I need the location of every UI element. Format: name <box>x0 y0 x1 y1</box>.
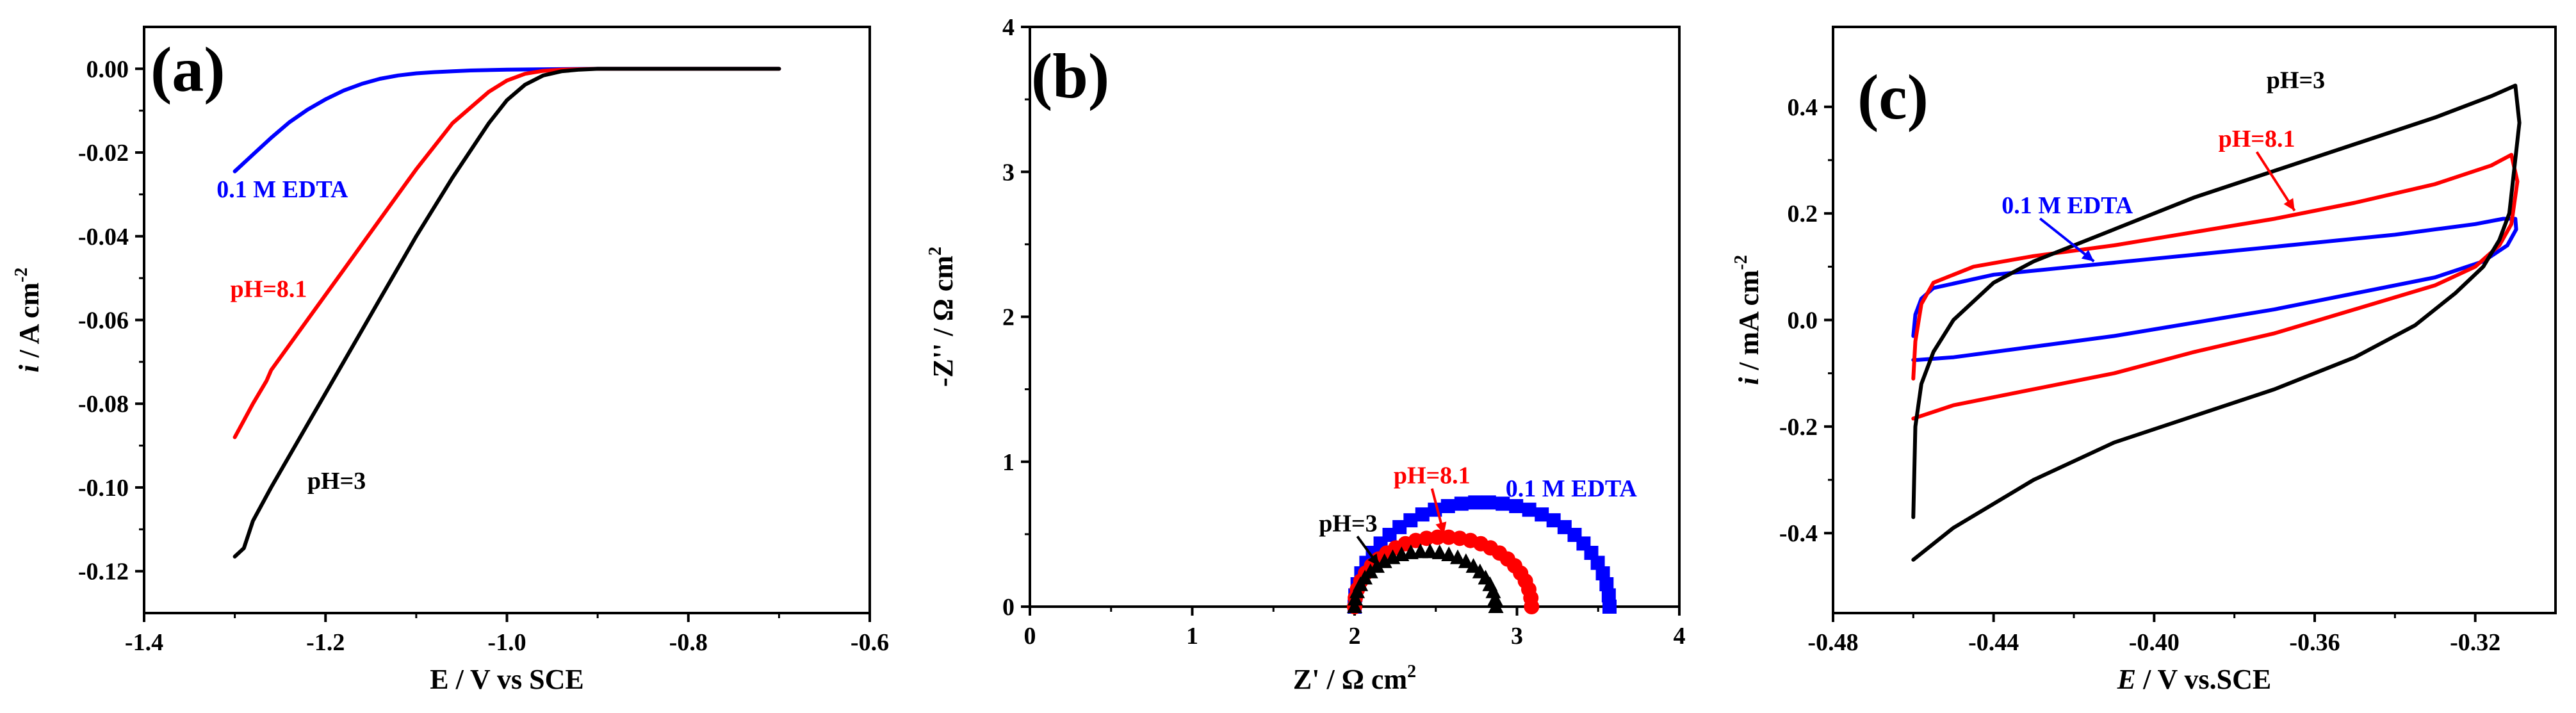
panel-b-ytick-label: 2 <box>1002 304 1015 331</box>
panel-b-series-ph-3-point <box>1412 543 1428 559</box>
panel-a-annotation-ph-8-1: pH=8.1 <box>231 276 307 303</box>
panel-b-series-ph-8-1-point <box>1419 530 1435 546</box>
panel-b-series-ph-3-point <box>1458 553 1474 568</box>
panel-b-series-ph-3-point <box>1450 549 1466 564</box>
panel-b-xtick-label: 3 <box>1511 623 1523 650</box>
panel-b-series-ph-3-point <box>1441 546 1457 561</box>
panel-c-annotation-ph-3: pH=3 <box>2267 67 2325 94</box>
panel-b-xtick-label: 0 <box>1024 623 1036 650</box>
panel-b-series-ph-8-1-point <box>1524 599 1540 614</box>
panel-b-series-0-1-m-edta-point <box>1496 496 1510 511</box>
panel-b-series-0-1-m-edta-point <box>1602 600 1617 614</box>
panel-b-series-0-1-m-edta-point <box>1415 507 1430 522</box>
panel-a-ytick-label: -0.08 <box>78 391 129 418</box>
panel-c: -0.48 -0.44 -0.40 -0.36 -0.32 -0.4 -0.2 0.0 0.2 0… <box>1731 26 2557 695</box>
panel-a-series-ph-3-line <box>232 67 781 559</box>
panel-a-ytick-label: -0.12 <box>78 559 129 586</box>
panel-c-ytick-label: 0.2 <box>1788 201 1818 227</box>
panel-b-series-0-1-m-edta-point <box>1509 499 1524 514</box>
panel-c-panel-label: (c) <box>1857 61 1928 133</box>
panel-c-xtick-label: -0.44 <box>1968 629 2019 656</box>
panel-a-panel-label: (a) <box>151 34 225 105</box>
panel-a-ytick-label: -0.02 <box>78 140 129 167</box>
panel-a-x-axis-label: E / V vs SCE <box>430 664 583 695</box>
panel-c-annotation-ph-8-1-arrow-line <box>2255 151 2296 212</box>
panel-b-series-0-1-m-edta-point <box>1535 507 1549 522</box>
panel-b-series-0-1-m-edta-point <box>1481 495 1496 510</box>
panel-b-series-0-1-m-edta-point <box>1595 566 1610 580</box>
panel-b-x-axis-label: Z' / Ω cm2 <box>1293 662 1416 695</box>
panel-b-annotation-ph-8-1-arrow-head <box>1435 521 1447 534</box>
panel-b-series-ph-3-point <box>1487 591 1503 606</box>
panel-b-annotation-ph-8-1: pH=8.1 <box>1394 463 1471 489</box>
panel-b-series-ph-3-point <box>1422 543 1438 559</box>
panel-b-series-0-1-m-edta-point <box>1546 513 1561 528</box>
panel-c-annotation-0-1-m-edta-arrow-head <box>2081 249 2094 261</box>
panel-b-panel-label: (b) <box>1031 40 1109 111</box>
panel-b-xtick-label: 4 <box>1674 623 1686 650</box>
panel-b-series-0-1-m-edta-point <box>1392 520 1407 534</box>
panel-c-y-axis-label: i / mA cm-2 <box>1731 255 1765 385</box>
panel-a-ytick-label: 0.00 <box>86 56 129 83</box>
panel-b-series-0-1-m-edta-point <box>1440 499 1455 514</box>
panel-c-ytick-label: 0.0 <box>1788 307 1818 334</box>
panel-a-xtick-label: -1.4 <box>125 629 163 656</box>
panel-a-xtick-label: -1.2 <box>306 629 345 656</box>
panel-a: -1.4 -1.2 -1.0 -0.8 -0.6 0.00 -0.02 -0.04 -0.06 -… <box>12 26 889 695</box>
panel-c-ytick-label: -0.2 <box>1779 414 1818 441</box>
panel-b-series-0-1-m-edta-point <box>1468 495 1483 510</box>
panel-c-annotation-ph-8-1-arrow-head <box>2283 198 2295 211</box>
panel-c-annotation-0-1-m-edta: 0.1 M EDTA <box>2001 192 2133 219</box>
panel-b-annotation-0-1-m-edta: 0.1 M EDTA <box>1506 475 1638 502</box>
panel-b: 0 1 2 3 4 0 1 2 3 4 Z' / Ω cm2 -Z'' / Ω cm2 (b) pH=8.… <box>925 14 1686 695</box>
panel-a-series-ph-8-1-line <box>232 67 781 439</box>
panel-c-ytick-label: 0.4 <box>1788 94 1818 121</box>
panel-b-ytick-label: 1 <box>1002 449 1015 476</box>
panel-a-xtick-label: -0.6 <box>851 629 889 656</box>
panel-b-ytick-label: 4 <box>1002 14 1015 41</box>
panel-b-y-axis-label: -Z'' / Ω cm2 <box>925 247 959 387</box>
panel-c-xtick-label: -0.40 <box>2129 629 2180 656</box>
panel-a-series-0-1-m-edta-line <box>232 67 781 174</box>
panel-b-annotation-ph-3-arrow-head <box>1367 553 1380 566</box>
panel-a-xtick-label: -1.0 <box>487 629 526 656</box>
panel-b-series-ph-8-1-point <box>1430 529 1446 545</box>
panel-c-x-axis-label: E / V vs.SCE <box>2117 664 2272 695</box>
panel-b-series-ph-3-point <box>1347 598 1362 613</box>
panel-b-series-0-1-m-edta-point <box>1601 588 1616 603</box>
panel-c-series-ph-3-line <box>1911 83 2522 562</box>
panel-b-series-0-1-m-edta-point <box>1599 577 1614 591</box>
panel-b-series-0-1-m-edta-point <box>1403 513 1418 528</box>
panel-b-annotation-ph-3: pH=3 <box>1319 510 1377 537</box>
panel-a-ytick-label: -0.10 <box>78 475 129 502</box>
panel-b-ytick-label: 0 <box>1002 594 1015 621</box>
panel-b-series-ph-3-point <box>1431 544 1447 559</box>
panel-b-series-0-1-m-edta-point <box>1454 496 1469 511</box>
panel-b-xtick-label: 1 <box>1186 623 1198 650</box>
panel-a-ytick-label: -0.06 <box>78 307 129 334</box>
panel-b-ytick-label: 3 <box>1002 159 1015 186</box>
panel-a-annotation-0-1-m-edta: 0.1 M EDTA <box>216 176 348 203</box>
panel-a-xtick-label: -0.8 <box>669 629 708 656</box>
panel-c-xtick-label: -0.32 <box>2450 629 2500 656</box>
panel-b-series-ph-3-point <box>1376 553 1392 568</box>
panel-c-annotation-ph-8-1: pH=8.1 <box>2219 126 2295 152</box>
panel-c-series-0-1-m-edta-line <box>1911 217 2518 362</box>
panel-b-series-0-1-m-edta-point <box>1522 502 1537 517</box>
panel-a-ytick-label: -0.04 <box>78 224 129 250</box>
panel-b-series-ph-3-point <box>1488 598 1504 613</box>
panel-a-annotation-ph-3: pH=3 <box>307 468 366 495</box>
panel-c-xtick-label: -0.36 <box>2289 629 2340 656</box>
panel-a-y-axis-label: i / A cm-2 <box>12 268 45 373</box>
panel-c-ytick-label: -0.4 <box>1779 520 1818 547</box>
panel-c-xtick-label: -0.48 <box>1807 629 1858 656</box>
panel-b-xtick-label: 2 <box>1349 623 1361 650</box>
